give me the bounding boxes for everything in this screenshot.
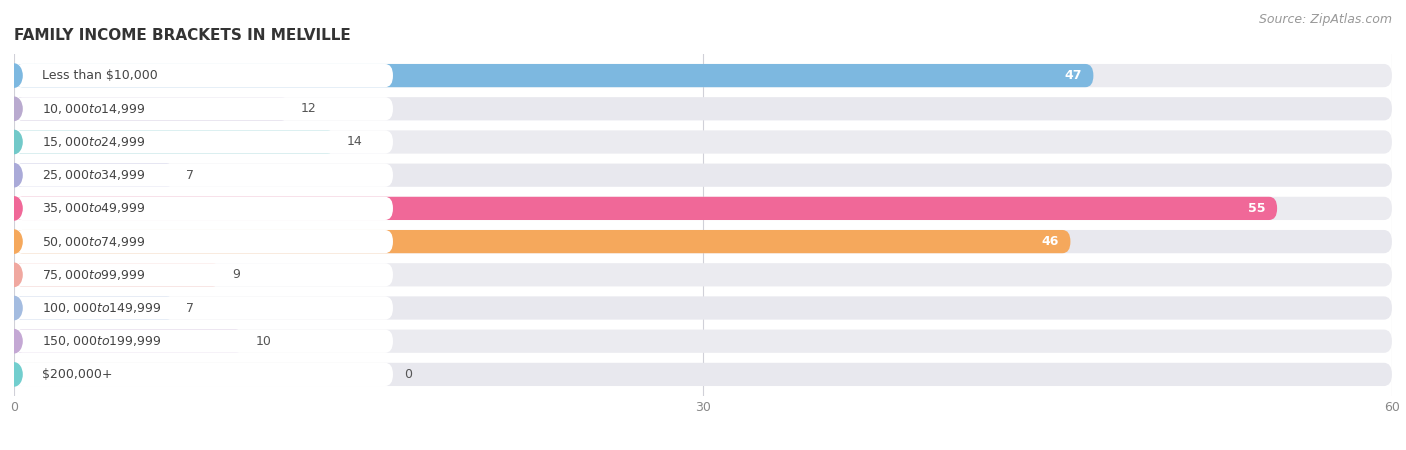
Text: $15,000 to $24,999: $15,000 to $24,999 — [42, 135, 145, 149]
FancyBboxPatch shape — [14, 97, 1392, 121]
Circle shape — [6, 64, 22, 87]
FancyBboxPatch shape — [14, 163, 394, 187]
Text: $200,000+: $200,000+ — [42, 368, 112, 381]
Circle shape — [6, 163, 22, 187]
FancyBboxPatch shape — [14, 197, 394, 220]
FancyBboxPatch shape — [14, 163, 1392, 187]
Circle shape — [6, 297, 22, 320]
Circle shape — [6, 329, 22, 353]
FancyBboxPatch shape — [14, 297, 394, 320]
Circle shape — [6, 130, 22, 153]
Text: 55: 55 — [1249, 202, 1265, 215]
Text: $100,000 to $149,999: $100,000 to $149,999 — [42, 301, 162, 315]
FancyBboxPatch shape — [14, 130, 394, 153]
FancyBboxPatch shape — [14, 230, 1392, 253]
Text: 46: 46 — [1042, 235, 1059, 248]
FancyBboxPatch shape — [14, 230, 394, 253]
FancyBboxPatch shape — [14, 163, 174, 187]
Text: $150,000 to $199,999: $150,000 to $199,999 — [42, 334, 162, 348]
Text: 14: 14 — [347, 135, 363, 148]
FancyBboxPatch shape — [14, 64, 394, 87]
Text: Less than $10,000: Less than $10,000 — [42, 69, 157, 82]
FancyBboxPatch shape — [14, 197, 1277, 220]
FancyBboxPatch shape — [14, 329, 1392, 353]
Text: 7: 7 — [186, 302, 194, 315]
FancyBboxPatch shape — [14, 297, 1392, 320]
FancyBboxPatch shape — [14, 263, 1392, 287]
FancyBboxPatch shape — [14, 197, 1392, 220]
Text: 9: 9 — [232, 268, 240, 281]
Text: 12: 12 — [301, 102, 316, 115]
FancyBboxPatch shape — [14, 363, 394, 386]
FancyBboxPatch shape — [14, 64, 1392, 87]
Text: 47: 47 — [1064, 69, 1083, 82]
FancyBboxPatch shape — [14, 329, 243, 353]
FancyBboxPatch shape — [14, 263, 221, 287]
Circle shape — [6, 263, 22, 287]
FancyBboxPatch shape — [14, 97, 290, 121]
Text: $75,000 to $99,999: $75,000 to $99,999 — [42, 268, 145, 282]
Text: Source: ZipAtlas.com: Source: ZipAtlas.com — [1258, 14, 1392, 27]
Text: 10: 10 — [256, 335, 271, 348]
FancyBboxPatch shape — [14, 263, 394, 287]
Text: $25,000 to $34,999: $25,000 to $34,999 — [42, 168, 145, 182]
Text: $35,000 to $49,999: $35,000 to $49,999 — [42, 202, 145, 216]
Circle shape — [6, 197, 22, 220]
FancyBboxPatch shape — [14, 297, 174, 320]
Circle shape — [6, 97, 22, 121]
FancyBboxPatch shape — [14, 64, 1094, 87]
FancyBboxPatch shape — [14, 363, 1392, 386]
FancyBboxPatch shape — [14, 130, 336, 153]
Text: $50,000 to $74,999: $50,000 to $74,999 — [42, 234, 145, 248]
Text: 0: 0 — [405, 368, 412, 381]
Circle shape — [6, 363, 22, 386]
Text: $10,000 to $14,999: $10,000 to $14,999 — [42, 102, 145, 116]
Text: 7: 7 — [186, 169, 194, 182]
FancyBboxPatch shape — [14, 230, 1070, 253]
FancyBboxPatch shape — [14, 97, 394, 121]
Text: FAMILY INCOME BRACKETS IN MELVILLE: FAMILY INCOME BRACKETS IN MELVILLE — [14, 28, 352, 43]
Circle shape — [6, 230, 22, 253]
FancyBboxPatch shape — [14, 130, 1392, 153]
FancyBboxPatch shape — [14, 329, 394, 353]
